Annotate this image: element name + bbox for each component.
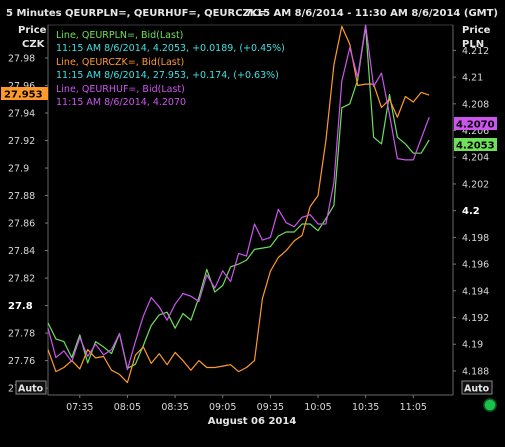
plot-area[interactable] [47, 24, 454, 396]
left-tick-label: 27.94 [8, 109, 35, 120]
left-tick-label: 27.98 [8, 54, 35, 65]
left-tick-label: 27.82 [8, 274, 35, 285]
badge-pln-bg [454, 138, 497, 151]
legend-czk-value: 11:15 AM 8/6/2014, 27.953, +0.174, (+0.6… [56, 70, 279, 81]
x-tick-label: 09:35 [257, 402, 284, 413]
badge-pln-text: 4.2053 [456, 141, 495, 152]
badge-huf-bg [454, 117, 497, 130]
right-tick-label: 4.192 [462, 313, 489, 324]
series-lines [47, 24, 430, 384]
x-tick-label: 08:35 [161, 402, 188, 413]
right-tick-label: 4.2 [462, 206, 480, 217]
left-auto-label: Auto [18, 384, 44, 395]
right-tick-label: 4.21 [462, 73, 483, 84]
left-axis-ticks: 27.7427.7627.7827.827.8227.8427.8627.882… [8, 54, 48, 395]
left-axis-label-line1: Price [18, 25, 47, 36]
legend: Line, QEURPLN=, Bid(Last) 11:15 AM 8/6/2… [56, 30, 285, 108]
x-tick-label: 10:05 [304, 402, 331, 413]
right-auto-button-frame[interactable] [461, 380, 493, 395]
left-auto-button[interactable]: Auto [15, 380, 47, 395]
badge-czk-text: 27.953 [4, 90, 43, 101]
right-tick-label: 4.204 [462, 153, 489, 164]
x-tick-label: 09:05 [209, 402, 236, 413]
x-tick-label: 10:35 [352, 402, 379, 413]
left-tick-label: 27.84 [8, 246, 35, 257]
left-tick-label: 27.86 [8, 219, 35, 230]
right-tick-label: 4.212 [462, 46, 489, 57]
left-tick-label: 27.88 [8, 191, 35, 202]
left-tick-label: 27.9 [8, 164, 29, 175]
left-tick-label: 27.76 [8, 356, 35, 367]
right-axis-label-line2: PLN [462, 39, 484, 50]
left-tick-label: 27.92 [8, 136, 35, 147]
series-line-qeurhuf[interactable] [47, 24, 430, 371]
status-indicator-icon[interactable] [483, 398, 497, 412]
badge-czk: 27.953 [1, 87, 48, 101]
badge-czk-bg [1, 87, 48, 100]
right-tick-label: 4.19 [462, 340, 483, 351]
left-axis-label-line2: CZK [22, 39, 46, 50]
x-tick-label: 11:05 [400, 402, 427, 413]
badge-huf-text: 4.2070 [456, 120, 495, 131]
legend-pln-title: Line, QEURPLN=, Bid(Last) [56, 30, 183, 41]
series-line-qeurczk[interactable] [47, 25, 430, 384]
x-tick-label: 07:35 [66, 402, 93, 413]
x-tick-label: 08:05 [114, 402, 141, 413]
left-auto-button-frame[interactable] [15, 380, 47, 395]
badge-pln: 4.2053 [454, 138, 497, 152]
legend-huf-title: Line, QEURHUF=, Bid(Last) [56, 84, 185, 95]
right-auto-label: Auto [464, 384, 490, 395]
right-tick-label: 4.208 [462, 99, 489, 110]
x-axis-ticks: 07:35 08:05 08:35 09:05 09:35 10:05 10:35 11:05 [66, 395, 427, 413]
legend-huf-value: 11:15 AM 8/6/2014, 4.2070 [56, 97, 186, 108]
x-axis-date-label: August 06 2014 [208, 416, 297, 427]
legend-czk-title: Line, QEURCZK=, Bid(Last) [56, 57, 184, 68]
badge-huf: 4.2070 [454, 117, 497, 131]
chart-time-range: 7:15 AM 8/6/2014 - 11:30 AM 8/6/2014 (GM… [245, 8, 498, 19]
right-tick-label: 4.196 [462, 260, 489, 271]
right-axis-ticks: 4.188 4.19 4.192 4.194 4.196 4.198 4.2 4.202 4.2… [453, 46, 489, 377]
right-tick-label: 4.198 [462, 233, 489, 244]
chart-title: 5 Minutes QEURPLN=, QEURHUF=, QEURCZK= [6, 8, 266, 19]
left-tick-label: 27.78 [8, 329, 35, 340]
left-tick-label: 27.8 [8, 301, 33, 312]
right-axis-label-line1: Price [462, 25, 491, 36]
right-auto-button[interactable]: Auto [461, 380, 493, 395]
left-tick-label: 27.96 [8, 81, 35, 92]
right-tick-label: 4.188 [462, 366, 489, 377]
legend-pln-value: 11:15 AM 8/6/2014, 4.2053, +0.0189, (+0.… [56, 43, 285, 54]
right-tick-label: 4.206 [462, 126, 489, 137]
right-tick-label: 4.194 [462, 286, 489, 297]
right-tick-label: 4.202 [462, 179, 489, 190]
